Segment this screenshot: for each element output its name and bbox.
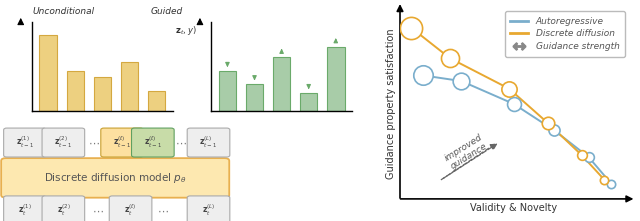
Bar xyxy=(148,91,165,110)
FancyBboxPatch shape xyxy=(4,196,46,221)
Text: $\cdots$: $\cdots$ xyxy=(157,205,169,215)
Text: $\mathbf{z}^{(\ell)}_{t-1}$: $\mathbf{z}^{(\ell)}_{t-1}$ xyxy=(113,135,131,150)
Text: Unconditional: Unconditional xyxy=(32,7,95,16)
FancyBboxPatch shape xyxy=(188,196,230,221)
Text: $\mathbf{z}^{(1)}_{t-1}$: $\mathbf{z}^{(1)}_{t-1}$ xyxy=(16,135,34,150)
Text: $\cdots$: $\cdots$ xyxy=(88,137,100,148)
FancyBboxPatch shape xyxy=(132,128,174,157)
Text: $p_\theta(\mathbf{z}^{(\ell)}_{t-1} \mid \mathbf{z}_t)$: $p_\theta(\mathbf{z}^{(\ell)}_{t-1} \mid… xyxy=(38,22,88,38)
FancyBboxPatch shape xyxy=(101,128,143,157)
Text: $\cdots$: $\cdots$ xyxy=(92,205,104,215)
Legend: Autoregressive, Discrete diffusion, Guidance strength: Autoregressive, Discrete diffusion, Guid… xyxy=(505,11,625,57)
FancyBboxPatch shape xyxy=(4,128,46,157)
Text: $\cdots$: $\cdots$ xyxy=(175,137,187,148)
Bar xyxy=(219,71,236,110)
FancyBboxPatch shape xyxy=(1,158,229,198)
Bar xyxy=(93,77,111,110)
Bar xyxy=(246,84,263,110)
FancyBboxPatch shape xyxy=(188,128,230,157)
Text: improved
guidance: improved guidance xyxy=(443,132,490,171)
Bar xyxy=(300,93,317,110)
Text: $\mathbf{z}^{(L)}_{t}$: $\mathbf{z}^{(L)}_{t}$ xyxy=(202,203,215,218)
Bar xyxy=(40,35,57,110)
Text: Guided: Guided xyxy=(151,7,183,16)
Text: $\mathbf{z}^{(2)}_{t-1}$: $\mathbf{z}^{(2)}_{t-1}$ xyxy=(54,135,72,150)
Bar xyxy=(273,57,291,110)
Text: $\mathbf{z}^{(1)}_{t}$: $\mathbf{z}^{(1)}_{t}$ xyxy=(18,203,32,218)
Text: $\mathbf{z}^{(\ell)}_{t-1}$: $\mathbf{z}^{(\ell)}_{t-1}$ xyxy=(144,135,162,150)
FancyBboxPatch shape xyxy=(42,128,84,157)
Text: $\mathbf{z}^{(L)}_{t-1}$: $\mathbf{z}^{(L)}_{t-1}$ xyxy=(200,135,218,150)
FancyBboxPatch shape xyxy=(109,196,152,221)
Y-axis label: Guidance property satisfaction: Guidance property satisfaction xyxy=(386,29,396,179)
Text: $\mathbf{z}^{(2)}_{t}$: $\mathbf{z}^{(2)}_{t}$ xyxy=(56,203,70,218)
FancyBboxPatch shape xyxy=(42,196,84,221)
X-axis label: Validity & Novelty: Validity & Novelty xyxy=(470,203,557,213)
Bar xyxy=(327,47,344,110)
Bar xyxy=(67,71,84,110)
Bar xyxy=(121,62,138,110)
Text: $\mathbf{z}^{(\ell)}_{t}$: $\mathbf{z}^{(\ell)}_{t}$ xyxy=(124,203,137,218)
Text: $p_\theta(\mathbf{z}^{(\ell)}_{t-1} \mid \mathbf{z}_t, y)$: $p_\theta(\mathbf{z}^{(\ell)}_{t-1} \mid… xyxy=(137,22,197,38)
Text: Discrete diffusion model $p_\theta$: Discrete diffusion model $p_\theta$ xyxy=(44,171,187,185)
